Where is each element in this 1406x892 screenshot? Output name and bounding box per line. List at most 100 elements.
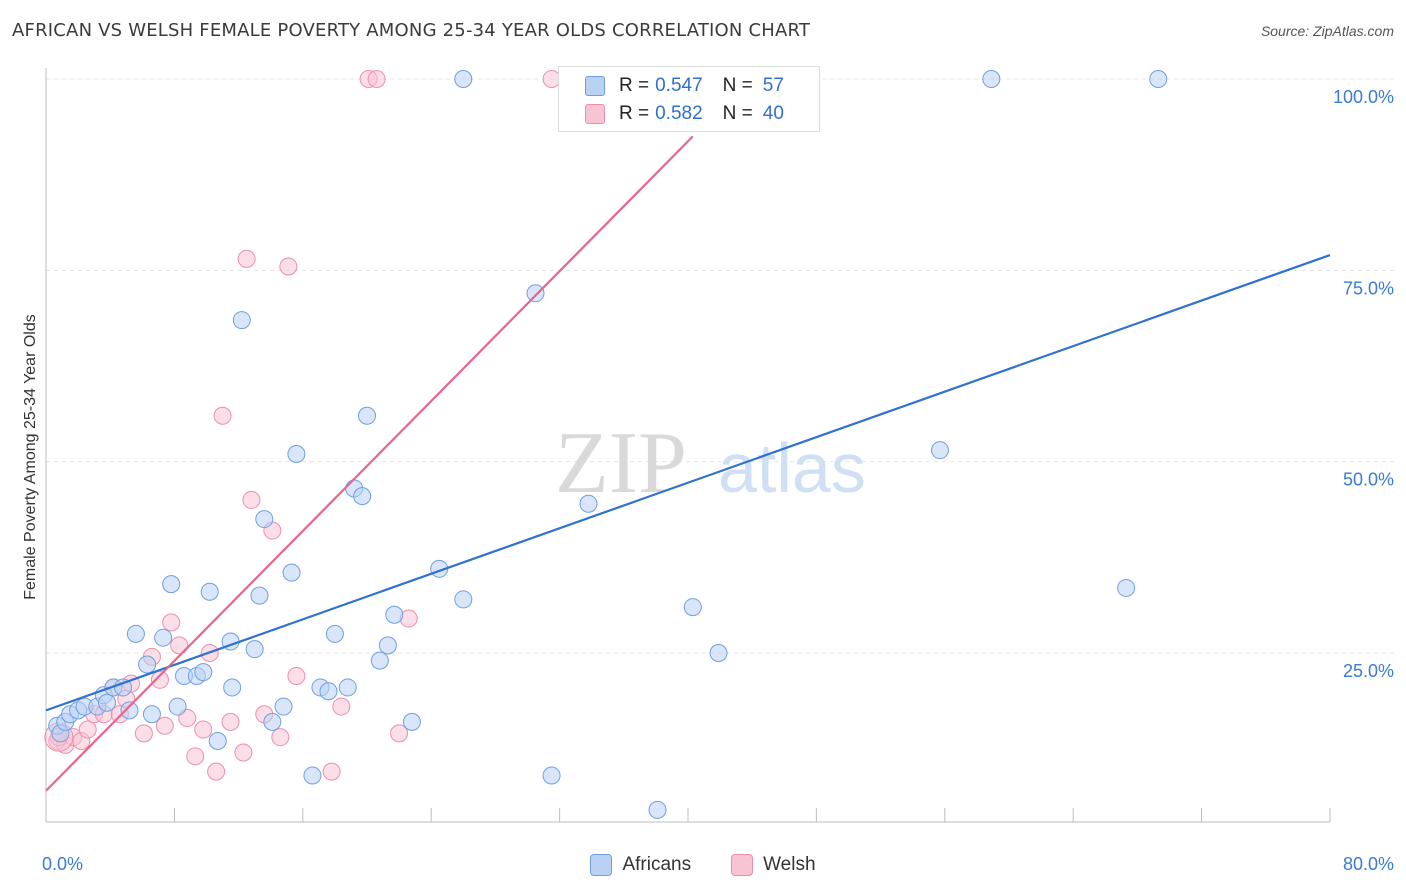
welsh-point <box>150 670 169 689</box>
africans-point <box>223 678 242 697</box>
welsh-point <box>332 697 351 716</box>
welsh-point <box>78 720 97 739</box>
africans-point <box>274 697 293 716</box>
africans-point <box>97 693 116 712</box>
welsh-point <box>367 70 386 88</box>
africans-point <box>250 586 269 605</box>
africans-point <box>370 651 389 670</box>
bottom-legend-swatch-africans <box>590 854 613 876</box>
trend-line-welsh <box>45 135 694 792</box>
bottom-legend: Africans Welsh <box>0 852 1406 878</box>
legend-n-label: N = <box>722 75 753 96</box>
welsh-point <box>170 636 189 655</box>
chart-source: Source: ZipAtlas.com <box>1260 23 1394 39</box>
series-welsh-points <box>44 70 561 781</box>
welsh-point <box>271 728 290 747</box>
africans-point <box>353 487 372 506</box>
legend-r-label: R = <box>619 75 650 96</box>
africans-point <box>358 406 376 425</box>
welsh-point <box>207 762 226 781</box>
trend-line-africans <box>45 253 1331 712</box>
bottom-legend-label-welsh: Welsh <box>763 854 816 875</box>
africans-point <box>338 678 357 697</box>
africans-point <box>542 766 561 785</box>
welsh-point <box>213 406 232 425</box>
y-tick-labels: 25.0% 50.0% 75.0% 100.0% <box>1333 87 1394 681</box>
welsh-point <box>242 490 261 509</box>
africans-point <box>930 441 949 460</box>
y-tick-label: 100.0% <box>1333 87 1394 107</box>
y-tick-label: 50.0% <box>1343 470 1394 490</box>
africans-point <box>1149 70 1168 88</box>
welsh-point <box>221 712 240 731</box>
x-tick-label: 0.0% <box>42 854 83 874</box>
legend-n-value-africans: 57 <box>762 75 784 96</box>
africans-point <box>303 766 322 785</box>
africans-point <box>194 663 213 682</box>
africans-point <box>114 678 133 697</box>
series-africans-points <box>48 70 1168 819</box>
welsh-point <box>322 762 341 781</box>
y-axis-label: Female Poverty Among 25-34 Year Olds <box>22 314 39 600</box>
trend-lines <box>45 135 1331 792</box>
africans-point <box>378 636 397 655</box>
y-tick-label: 75.0% <box>1343 278 1394 298</box>
legend-n-label: N = <box>722 103 753 124</box>
bottom-legend-africans[interactable]: Africans <box>590 854 691 876</box>
africans-point <box>120 701 139 720</box>
africans-point <box>287 445 306 464</box>
chart-title: AFRICAN VS WELSH FEMALE POVERTY AMONG 25… <box>12 20 811 41</box>
x-tick-label: 80.0% <box>1343 854 1394 874</box>
africans-point <box>325 624 344 643</box>
welsh-point <box>237 249 256 268</box>
africans-point <box>648 800 667 819</box>
africans-point <box>255 510 274 529</box>
bottom-legend-welsh[interactable]: Welsh <box>731 854 816 876</box>
welsh-point <box>194 720 213 739</box>
africans-point <box>200 582 219 601</box>
legend-n-value-welsh: 40 <box>762 103 784 124</box>
legend-row-welsh: R = 0.582 N = 40 <box>585 100 784 128</box>
welsh-point <box>390 724 409 743</box>
welsh-point <box>155 716 174 735</box>
africans-point <box>982 70 1001 88</box>
legend-swatch-welsh <box>585 104 605 124</box>
bottom-legend-swatch-welsh <box>731 854 754 876</box>
africans-point <box>282 563 301 582</box>
africans-point <box>683 598 702 617</box>
africans-point <box>245 640 264 659</box>
africans-point <box>454 70 473 88</box>
africans-point <box>208 732 227 751</box>
welsh-point <box>234 743 253 762</box>
watermark-zip: ZIP <box>555 415 687 512</box>
axes <box>45 68 1331 823</box>
africans-point <box>142 705 161 724</box>
grid-lines <box>46 78 1395 654</box>
africans-point <box>232 311 251 330</box>
africans-point <box>709 644 728 662</box>
africans-point <box>154 628 173 647</box>
africans-point <box>1117 578 1136 597</box>
africans-point <box>579 494 598 513</box>
africans-point <box>138 655 157 674</box>
africans-point <box>126 624 145 643</box>
legend-row-africans: R = 0.547 N = 57 <box>585 72 784 100</box>
welsh-point <box>186 747 205 766</box>
africans-point <box>162 575 181 594</box>
legend-r-value-africans: 0.547 <box>655 75 703 96</box>
y-tick-label: 25.0% <box>1343 661 1394 681</box>
welsh-point <box>279 257 298 276</box>
welsh-point <box>134 724 153 743</box>
africans-point <box>402 712 421 731</box>
africans-point <box>526 284 545 303</box>
welsh-point <box>162 613 181 632</box>
x-tick-labels: 0.0% 80.0% <box>42 854 1394 874</box>
watermark-atlas: atlas <box>718 429 866 507</box>
africans-point <box>168 697 187 716</box>
bottom-legend-label-africans: Africans <box>622 854 692 875</box>
legend-r-label: R = <box>619 103 650 124</box>
africans-point <box>263 712 282 731</box>
legend: R = 0.547 N = 57 R = 0.582 N = 40 <box>558 66 820 132</box>
watermark: ZIP atlas <box>555 415 866 512</box>
